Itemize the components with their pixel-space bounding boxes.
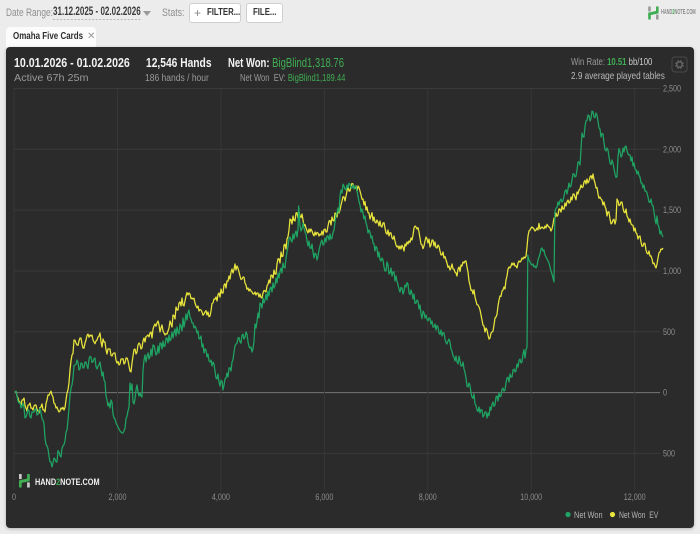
svg-text:6,000: 6,000 [315,492,333,502]
svg-text:2,500: 2,500 [663,84,681,94]
svg-text:0: 0 [663,388,667,398]
svg-text:Net Won EV: Net Won EV [619,510,659,520]
svg-text:10,000: 10,000 [520,492,542,502]
svg-text:500: 500 [663,327,675,337]
svg-text:2,000: 2,000 [109,492,127,502]
svg-text:0: 0 [12,492,16,502]
svg-text:1,000: 1,000 [663,266,681,276]
svg-text:HAND2NOTE.COM: HAND2NOTE.COM [35,476,100,487]
svg-text:Net Won: Net Won [574,509,603,520]
svg-text:12,000: 12,000 [624,492,646,502]
svg-text:4,000: 4,000 [212,492,230,502]
svg-text:8,000: 8,000 [419,492,437,502]
svg-text:500: 500 [663,449,675,459]
svg-text:2,000: 2,000 [663,145,681,155]
svg-text:1,500: 1,500 [663,205,681,215]
